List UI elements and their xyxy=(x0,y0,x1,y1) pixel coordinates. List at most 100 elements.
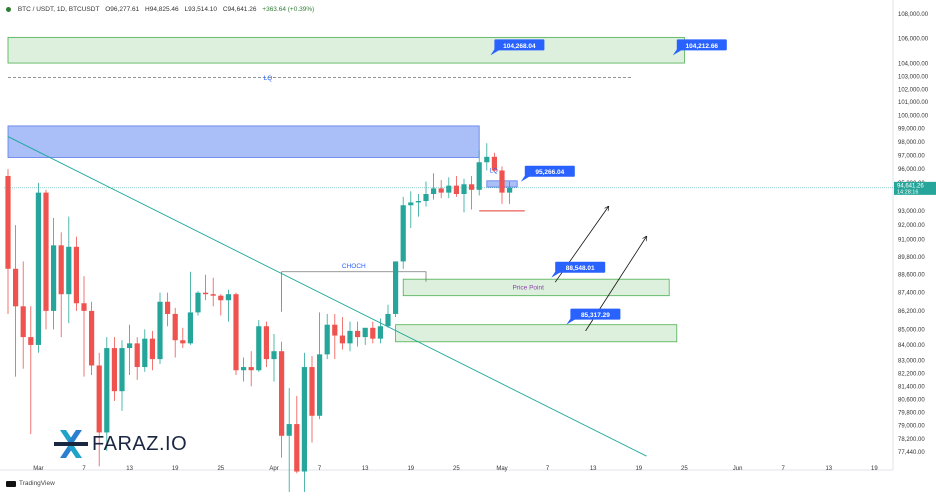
price-callout-text: 104,212.66 xyxy=(686,43,719,50)
tradingview-footer[interactable]: TradingView xyxy=(6,480,55,487)
y-tick-label: 93,000.00 xyxy=(898,209,925,215)
candle-body xyxy=(499,170,505,193)
candle-body xyxy=(355,330,361,338)
symbol-label[interactable]: BTC / USDT, 1D, BTCUSDT xyxy=(17,6,100,13)
x-tick-label: Jun xyxy=(733,466,743,472)
current-price-badge xyxy=(894,181,936,195)
x-tick-label: Apr xyxy=(269,466,278,472)
price-point-zone xyxy=(402,278,670,297)
candle-body xyxy=(461,184,467,195)
y-tick-label: 96,000.00 xyxy=(898,167,925,173)
change-value: +363.64 (+0.39%) xyxy=(262,6,315,13)
y-tick-label: 85,000.00 xyxy=(898,327,925,333)
price-callout xyxy=(524,165,575,177)
x-tick-label: 19 xyxy=(172,466,179,472)
symbol-header: BTC / USDT, 1D, BTCUSDT O96,277.61 H94,8… xyxy=(6,6,318,13)
price-callout-text: 104,268.04 xyxy=(503,43,536,50)
candle-body xyxy=(134,343,140,368)
candle-body xyxy=(271,351,277,360)
candle-body xyxy=(446,185,452,193)
choch-line xyxy=(281,271,427,312)
choch-label: CHOCH xyxy=(342,263,366,270)
candle-body xyxy=(408,202,414,206)
y-tick-label: 99,000.00 xyxy=(898,127,925,133)
blue-zone xyxy=(7,125,480,158)
candle-body xyxy=(400,205,406,262)
candle-body xyxy=(263,326,269,360)
x-tick-label: 13 xyxy=(126,466,133,472)
price-callout xyxy=(494,39,545,51)
candle-body xyxy=(225,294,231,301)
candle-body xyxy=(111,348,117,392)
x-tick-label: 13 xyxy=(362,466,369,472)
x-tick-label: 19 xyxy=(635,466,642,472)
close-value: C94,641.26 xyxy=(222,6,257,13)
candle-body xyxy=(453,185,459,195)
candle-body xyxy=(210,294,216,296)
y-tick-label: 91,000.00 xyxy=(898,238,925,244)
low-value: L93,514.10 xyxy=(184,6,218,13)
descending-trendline xyxy=(7,136,647,457)
candle-body xyxy=(393,261,399,314)
current-price-text: 94,641.26 xyxy=(897,183,924,189)
y-tick-label: 84,000.00 xyxy=(898,343,925,349)
candle-body xyxy=(309,367,315,416)
x-tick-label: 7 xyxy=(546,466,550,472)
candle-body xyxy=(180,340,186,344)
candle-body xyxy=(301,367,307,472)
candle-body xyxy=(415,201,421,203)
candle-body xyxy=(13,268,19,307)
tradingview-label: TradingView xyxy=(19,480,55,487)
candle-body xyxy=(248,367,254,371)
candle-body xyxy=(119,348,125,392)
faraz-logo-text: FARAZ.IO xyxy=(92,432,188,455)
candle-body xyxy=(66,246,72,295)
candle-body xyxy=(431,188,437,195)
candle-body xyxy=(51,245,57,311)
y-tick-label: 102,000.00 xyxy=(898,87,929,93)
candle-body xyxy=(96,365,102,433)
candle-body xyxy=(104,348,110,433)
y-tick-label: 81,400.00 xyxy=(898,384,925,390)
countdown-text: 14:28:16 xyxy=(897,189,918,195)
price-callout-text: 95,266.04 xyxy=(535,169,564,176)
price-callout xyxy=(676,39,727,51)
y-tick-label: 86,200.00 xyxy=(898,309,925,315)
candle-body xyxy=(28,337,34,345)
x-tick-label: May xyxy=(496,466,507,472)
candle-body xyxy=(157,301,163,360)
y-tick-label: 100,000.00 xyxy=(898,113,929,119)
candle-body xyxy=(89,310,95,366)
candle-body xyxy=(187,312,193,344)
candle-body xyxy=(370,327,376,339)
candle-body xyxy=(484,156,490,163)
candle-body xyxy=(279,351,285,436)
candle-body xyxy=(385,313,391,327)
price-point-label: Price Point xyxy=(512,284,544,291)
y-tick-label: 78,200.00 xyxy=(898,437,925,443)
y-tick-label: 79,000.00 xyxy=(898,424,925,430)
candle-body xyxy=(203,292,209,295)
candle-body xyxy=(43,192,49,311)
x-tick-label: Mar xyxy=(33,466,43,472)
y-tick-label: 87,400.00 xyxy=(898,291,925,297)
y-tick-label: 103,000.00 xyxy=(898,74,929,80)
price-callout-text: 88,548.01 xyxy=(566,265,595,272)
candle-body xyxy=(317,354,323,416)
x-tick-label: 13 xyxy=(590,466,597,472)
y-tick-label: 80,600.00 xyxy=(898,397,925,403)
candle-body xyxy=(142,338,148,368)
open-value: O96,277.61 xyxy=(105,6,140,13)
candle-body xyxy=(20,306,26,338)
x-tick-label: 19 xyxy=(871,466,878,472)
x-tick-label: 25 xyxy=(453,466,460,472)
y-tick-label: 82,200.00 xyxy=(898,371,925,377)
candle-body xyxy=(73,246,79,304)
price-callout-tail xyxy=(490,49,501,56)
candle-body xyxy=(5,175,11,269)
candle-body xyxy=(332,324,338,336)
candle-body xyxy=(347,330,353,344)
y-tick-label: 108,000.00 xyxy=(898,12,929,18)
